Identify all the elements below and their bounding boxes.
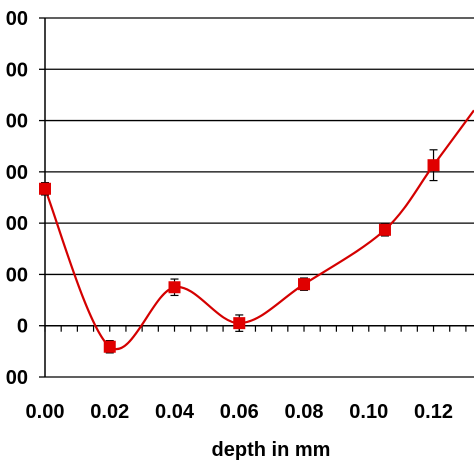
x-tick-label: 0.00 bbox=[26, 401, 65, 423]
data-point-marker bbox=[427, 159, 440, 172]
data-point-marker bbox=[233, 317, 246, 330]
data-point-marker bbox=[103, 340, 116, 353]
x-tick-label: 0.12 bbox=[414, 401, 453, 423]
y-tick-label: 00 bbox=[6, 264, 28, 286]
grid-lines bbox=[45, 17, 474, 378]
x-tick-label: 0.06 bbox=[220, 401, 259, 423]
x-tick-label: 0.02 bbox=[90, 401, 129, 423]
y-tick-label: 00 bbox=[6, 8, 28, 30]
y-tick-label: 00 bbox=[6, 111, 28, 133]
data-point-marker bbox=[378, 223, 391, 236]
data-point-marker bbox=[298, 278, 311, 291]
y-tick-label: 00 bbox=[6, 59, 28, 81]
x-tick-label: 0.08 bbox=[285, 401, 324, 423]
y-tick-label: 0 bbox=[17, 316, 28, 338]
x-axis-title: depth in mm bbox=[212, 439, 331, 461]
x-tick-label: 0.10 bbox=[349, 401, 388, 423]
y-tick-label: 00 bbox=[6, 367, 28, 389]
data-point-marker bbox=[39, 182, 51, 195]
x-tick-labels: 0.00 0.02 0.04 0.06 0.08 0.10 0.12 bbox=[26, 401, 453, 423]
x-tick-label: 0.04 bbox=[155, 401, 195, 423]
axes bbox=[39, 17, 474, 378]
y-tick-label: 00 bbox=[6, 213, 28, 235]
series-line bbox=[43, 109, 474, 351]
data-series bbox=[39, 109, 474, 354]
y-tick-label: 00 bbox=[6, 162, 28, 184]
data-point-marker bbox=[168, 281, 181, 294]
